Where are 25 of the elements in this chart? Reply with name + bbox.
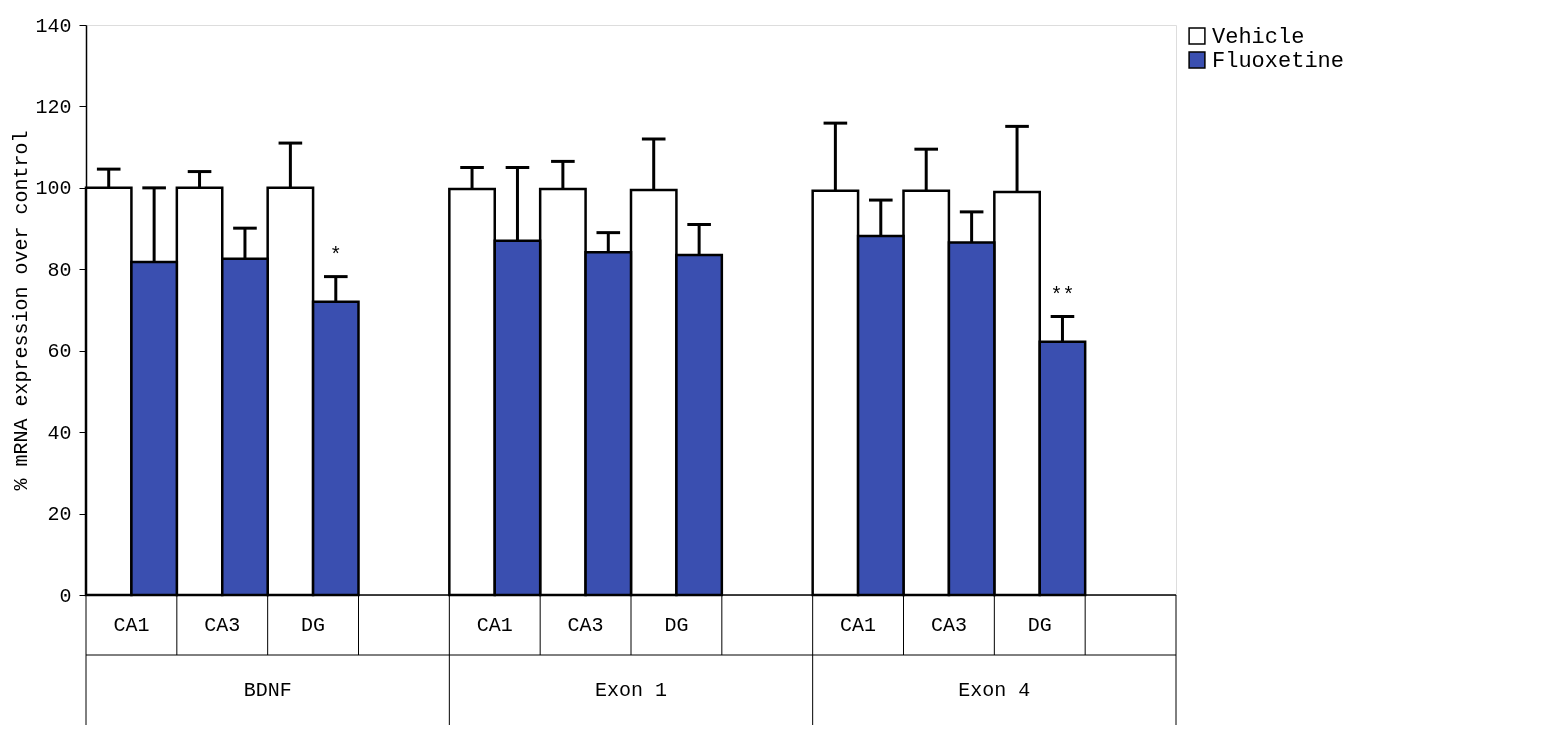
x-tick-label: CA1 xyxy=(113,614,150,637)
x-tick-label: CA1 xyxy=(476,614,513,637)
text: Exon 4 xyxy=(958,679,1031,702)
x-tick-label: CA3 xyxy=(930,614,967,637)
y-tick-label: 0 xyxy=(59,584,72,608)
data-label: ** xyxy=(1050,283,1075,307)
x-tick-label: CA1 xyxy=(840,614,877,637)
x-tick-label: DG xyxy=(664,614,689,637)
y-tick-label: 100 xyxy=(35,177,72,201)
x-tick-label: DG xyxy=(1027,614,1052,637)
y-tick-label: 140 xyxy=(35,14,72,38)
y-axis-title: % mRNA expression over control xyxy=(10,130,34,491)
y-tick-label: 80 xyxy=(47,258,72,282)
data-label: * xyxy=(329,243,342,267)
y-tick-label: 20 xyxy=(47,503,72,527)
y-tick-label: 60 xyxy=(47,340,72,364)
text: BDNF xyxy=(243,679,292,702)
x-tick-label: CA3 xyxy=(567,614,604,637)
y-tick-label: 40 xyxy=(47,421,72,445)
x-tick-label: CA3 xyxy=(204,614,241,637)
x-tick-label: DG xyxy=(301,614,326,637)
y-tick-label: 120 xyxy=(35,95,72,119)
legend-label: Fluoxetine xyxy=(1212,49,1345,74)
legend-label: Vehicle xyxy=(1212,25,1305,50)
text: Exon 1 xyxy=(594,679,668,702)
